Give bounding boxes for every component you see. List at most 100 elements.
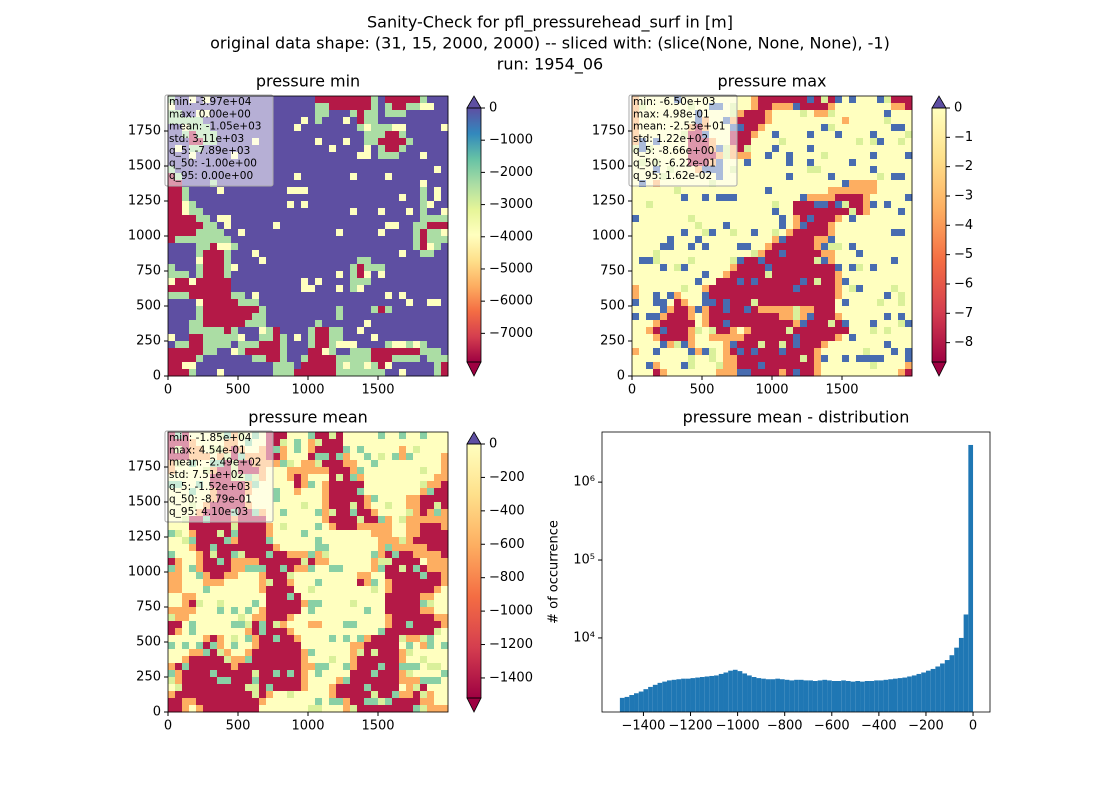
image-cell xyxy=(273,117,281,125)
image-cell xyxy=(189,656,197,664)
image-cell xyxy=(434,222,442,230)
image-cell xyxy=(371,670,379,678)
image-cell xyxy=(378,103,386,111)
image-cell xyxy=(434,180,442,188)
image-cell xyxy=(786,173,794,181)
image-cell xyxy=(751,152,759,160)
image-cell xyxy=(350,691,358,699)
image-cell xyxy=(343,166,351,174)
image-cell xyxy=(259,229,267,237)
y-tick-label: 1750 xyxy=(128,124,161,139)
image-cell xyxy=(385,145,393,153)
image-cell xyxy=(674,362,682,370)
image-cell xyxy=(322,691,330,699)
image-cell xyxy=(224,222,232,230)
subplot-title: pressure min xyxy=(256,72,360,91)
image-cell xyxy=(441,229,449,237)
image-cell xyxy=(336,621,344,629)
image-cell xyxy=(357,481,365,489)
image-cell xyxy=(280,215,288,223)
image-cell xyxy=(427,635,435,643)
image-cell xyxy=(301,593,309,601)
image-cell xyxy=(224,208,232,216)
image-cell xyxy=(856,369,864,377)
colorbar-tick-label: −3 xyxy=(954,188,973,203)
image-cell xyxy=(196,201,204,209)
y-tick-label: 250 xyxy=(600,334,625,349)
image-cell xyxy=(252,243,260,251)
image-cell xyxy=(420,334,428,342)
image-cell xyxy=(259,257,267,265)
image-cell xyxy=(175,698,183,706)
image-cell xyxy=(427,180,435,188)
image-cell xyxy=(196,313,204,321)
image-cell xyxy=(702,201,710,209)
stats-line: std: 1.22e+02 xyxy=(633,133,708,145)
image-cell xyxy=(217,278,225,286)
image-cell xyxy=(308,558,316,566)
image-cell xyxy=(863,117,871,125)
image-cell xyxy=(821,166,829,174)
image-cell xyxy=(168,698,176,706)
image-cell xyxy=(730,320,738,328)
image-cell xyxy=(287,299,295,307)
image-cell xyxy=(427,145,435,153)
image-cell xyxy=(224,663,232,671)
image-cell xyxy=(364,481,372,489)
image-cell xyxy=(737,271,745,279)
stats-line: q_95: 4.10e-03 xyxy=(169,506,248,518)
image-cell xyxy=(329,334,337,342)
image-cell xyxy=(856,138,864,146)
image-cell xyxy=(702,334,710,342)
image-cell xyxy=(674,250,682,258)
image-cell xyxy=(870,355,878,363)
image-cell xyxy=(849,229,857,237)
image-cell xyxy=(688,187,696,195)
image-cell xyxy=(294,187,302,195)
image-cell xyxy=(224,327,232,335)
image-cell xyxy=(322,355,330,363)
image-cell xyxy=(751,278,759,286)
image-cell xyxy=(224,229,232,237)
image-cell xyxy=(786,138,794,146)
image-cell xyxy=(315,320,323,328)
image-cell xyxy=(905,103,913,111)
image-cell xyxy=(273,509,281,517)
image-cell xyxy=(217,670,225,678)
image-cell xyxy=(315,306,323,314)
image-cell xyxy=(322,432,330,440)
image-cell xyxy=(238,663,246,671)
image-cell xyxy=(231,236,239,244)
image-cell xyxy=(660,250,668,258)
image-cell xyxy=(266,579,274,587)
image-cell xyxy=(863,313,871,321)
image-cell xyxy=(294,642,302,650)
image-cell xyxy=(434,327,442,335)
image-cell xyxy=(364,600,372,608)
image-cell xyxy=(688,201,696,209)
image-cell xyxy=(287,166,295,174)
image-cell xyxy=(189,348,197,356)
image-cell xyxy=(350,607,358,615)
image-cell xyxy=(252,201,260,209)
image-cell xyxy=(660,362,668,370)
image-cell xyxy=(336,355,344,363)
image-cell xyxy=(224,600,232,608)
image-cell xyxy=(765,320,773,328)
image-cell xyxy=(273,495,281,503)
image-cell xyxy=(674,278,682,286)
image-cell xyxy=(779,243,787,251)
image-cell xyxy=(294,271,302,279)
image-cell xyxy=(175,635,183,643)
image-cell xyxy=(308,621,316,629)
image-cell xyxy=(392,670,400,678)
image-cell xyxy=(849,131,857,139)
image-cell xyxy=(434,516,442,524)
image-cell xyxy=(273,607,281,615)
image-cell xyxy=(772,236,780,244)
image-cell xyxy=(308,488,316,496)
image-cell xyxy=(189,187,197,195)
image-cell xyxy=(273,194,281,202)
image-cell xyxy=(252,292,260,300)
image-cell xyxy=(189,705,197,713)
